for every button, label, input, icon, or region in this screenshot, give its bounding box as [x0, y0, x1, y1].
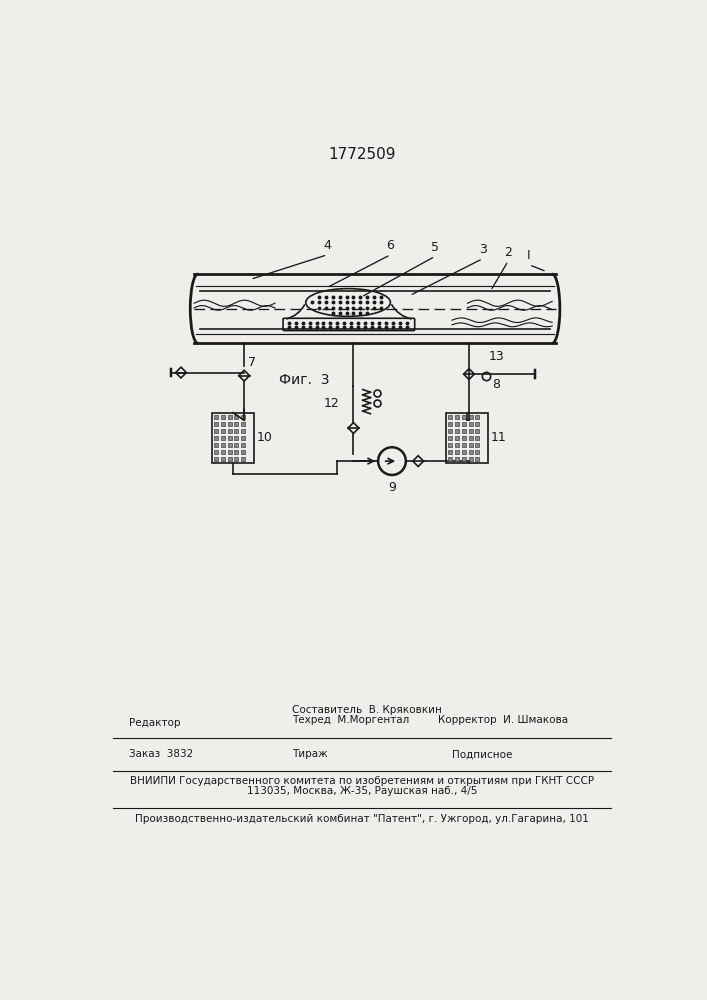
Text: 113035, Москва, Ж-35, Раушская наб., 4/5: 113035, Москва, Ж-35, Раушская наб., 4/5	[247, 786, 477, 796]
Text: Подписное: Подписное	[452, 749, 513, 759]
Polygon shape	[239, 370, 250, 381]
Text: Техред  М.Моргентал: Техред М.Моргентал	[292, 715, 409, 725]
Text: Заказ  3832: Заказ 3832	[129, 749, 193, 759]
Text: Корректор  И. Шмакова: Корректор И. Шмакова	[438, 715, 568, 725]
Bar	[212, 413, 254, 463]
Text: 5: 5	[431, 241, 439, 254]
Text: 6: 6	[387, 239, 395, 252]
Text: 2: 2	[504, 246, 512, 259]
Bar	[446, 413, 489, 463]
Text: Фиг.  3: Фиг. 3	[279, 373, 329, 387]
Text: Редактор: Редактор	[129, 718, 180, 728]
Text: 7: 7	[248, 356, 256, 369]
Text: Производственно-издательский комбинат "Патент", г. Ужгород, ул.Гагарина, 101: Производственно-издательский комбинат "П…	[135, 814, 589, 824]
Text: 9: 9	[388, 481, 396, 494]
Text: 4: 4	[323, 239, 332, 252]
Text: 1772509: 1772509	[328, 147, 396, 162]
Text: Тираж: Тираж	[292, 749, 327, 759]
Text: ВНИИПИ Государственного комитета по изобретениям и открытиям при ГКНТ СССР: ВНИИПИ Государственного комитета по изоб…	[130, 776, 594, 786]
Polygon shape	[175, 367, 187, 378]
Polygon shape	[413, 456, 423, 466]
Text: I: I	[527, 249, 531, 262]
Text: 11: 11	[491, 431, 506, 444]
Text: 12: 12	[324, 397, 339, 410]
Text: 3: 3	[479, 243, 487, 256]
Polygon shape	[348, 423, 359, 433]
Text: 13: 13	[489, 350, 504, 363]
Text: 8: 8	[492, 378, 500, 391]
Polygon shape	[464, 369, 474, 379]
Text: 10: 10	[257, 431, 272, 444]
Text: Составитель  В. Кряковкин: Составитель В. Кряковкин	[292, 705, 442, 715]
